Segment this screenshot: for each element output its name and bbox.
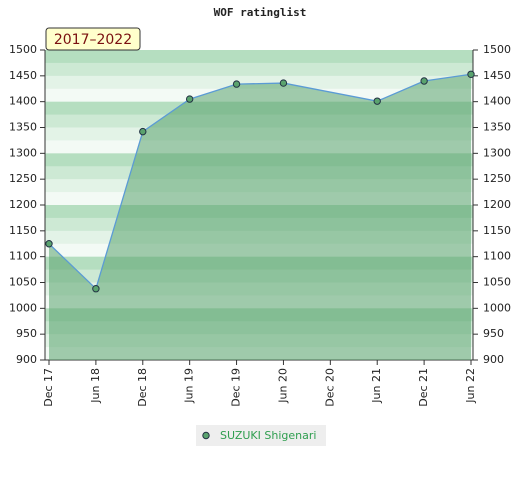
y2-tick-label: 950 — [483, 327, 504, 340]
y2-tick-label: 1400 — [483, 95, 511, 108]
y-tick-label: 1300 — [9, 146, 37, 159]
chart-title: WOF ratinglist — [214, 6, 307, 19]
y-tick-label: 900 — [16, 353, 37, 366]
x-tick-label: Dec 20 — [323, 368, 336, 407]
background-stripe — [45, 62, 473, 77]
y2-tick-label: 1200 — [483, 198, 511, 211]
x-tick-label: Jun 20 — [276, 368, 289, 404]
y-tick-label: 1000 — [9, 301, 37, 314]
y-tick-label: 1500 — [9, 43, 37, 56]
legend-box — [196, 425, 326, 446]
background-stripe — [45, 75, 473, 90]
y-tick-label: 1050 — [9, 276, 37, 289]
marker — [279, 79, 288, 87]
y-tick-label: 1350 — [9, 121, 37, 134]
y2-tick-label: 1450 — [483, 69, 511, 82]
y2-tick-label: 1050 — [483, 276, 511, 289]
marker — [232, 80, 241, 88]
marker — [185, 95, 194, 103]
x-tick-label: Jun 21 — [370, 368, 383, 404]
y-tick-label: 1200 — [9, 198, 37, 211]
y2-tick-label: 1250 — [483, 172, 511, 185]
x-tick-label: Jun 19 — [183, 368, 196, 404]
y-tick-label: 1100 — [9, 250, 37, 263]
background-stripe — [45, 50, 473, 64]
period-label: 2017–2022 — [54, 32, 132, 48]
x-tick-label: Dec 17 — [42, 368, 55, 407]
y2-tick-label: 1500 — [483, 43, 511, 56]
y-tick-label: 1150 — [9, 224, 37, 237]
y-tick-label: 950 — [16, 327, 37, 340]
x-tick-label: Dec 19 — [230, 368, 243, 407]
x-tick-label: Jun 18 — [89, 368, 102, 404]
legend-marker — [202, 431, 210, 440]
y2-tick-label: 1300 — [483, 146, 511, 159]
y-tick-label: 1250 — [9, 172, 37, 185]
period-box — [45, 27, 141, 51]
marker — [467, 70, 475, 78]
y2-tick-label: 1000 — [483, 301, 511, 314]
x-tick-label: Dec 21 — [417, 368, 430, 407]
area — [49, 74, 471, 361]
marker — [373, 97, 381, 105]
marker — [92, 285, 100, 293]
marker — [45, 240, 53, 248]
y-tick-label: 1450 — [9, 69, 37, 82]
x-tick-label: Dec 18 — [136, 368, 149, 407]
legend: SUZUKI Shigenari — [196, 425, 326, 446]
marker — [139, 127, 147, 136]
y2-tick-label: 1150 — [483, 224, 511, 237]
y-tick-label: 1400 — [9, 95, 37, 108]
y2-tick-label: 900 — [483, 353, 504, 366]
marker — [420, 77, 428, 85]
y2-tick-label: 1350 — [483, 121, 511, 134]
legend-label: SUZUKI Shigenari — [220, 429, 316, 442]
x-tick-label: Jun 22 — [464, 368, 477, 404]
y2-tick-label: 1100 — [483, 250, 511, 263]
